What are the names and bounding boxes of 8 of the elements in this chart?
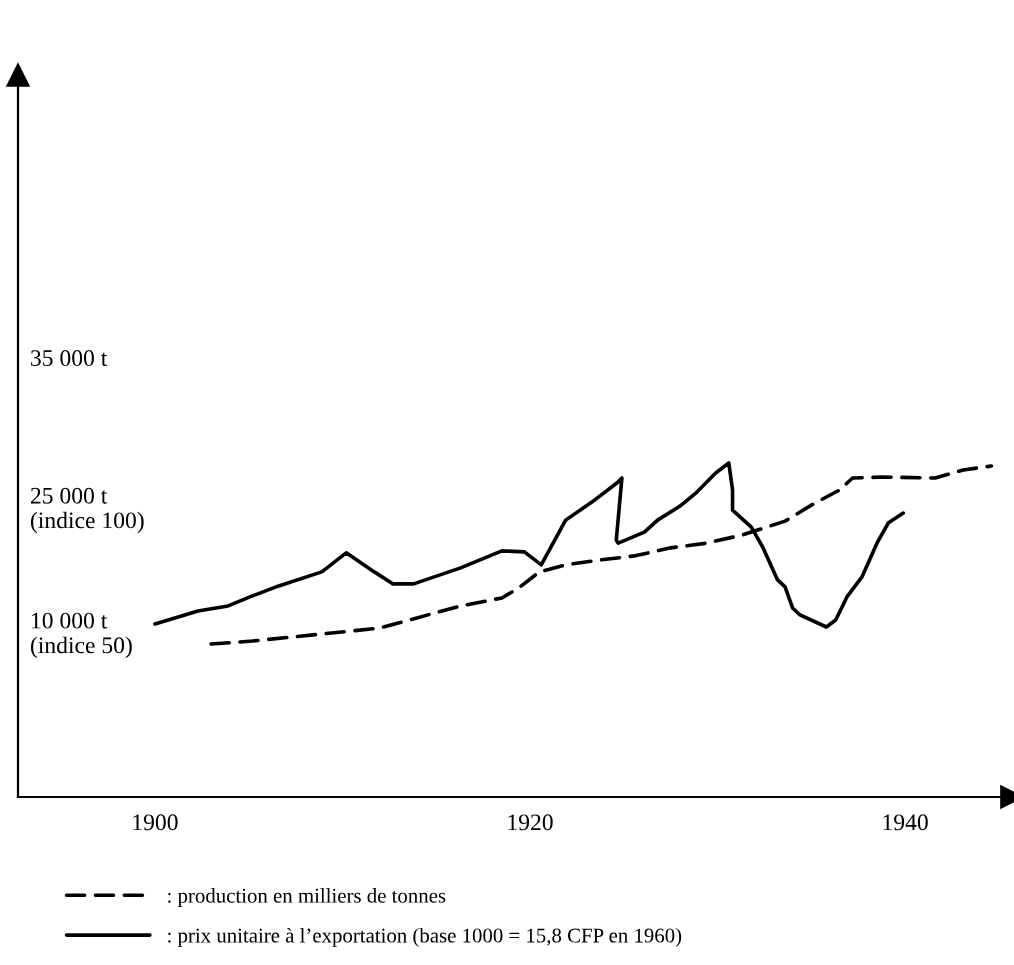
x-tick-label: 1920 bbox=[508, 814, 553, 831]
x-tick-label: 1940 bbox=[883, 814, 928, 831]
legend-label: : prix unitaire à l’exportation (base 1000 = 15,8 CFP en 1960) bbox=[168, 927, 682, 947]
legend-label: : production en milliers de tonnes bbox=[168, 888, 446, 907]
annotation: 25 000 t (indice 100) bbox=[30, 487, 144, 534]
x-tick-label: 1900 bbox=[133, 814, 178, 831]
annotation: 10 000 t (indice 50) bbox=[30, 612, 132, 659]
text: 35 000 t bbox=[31, 350, 108, 367]
